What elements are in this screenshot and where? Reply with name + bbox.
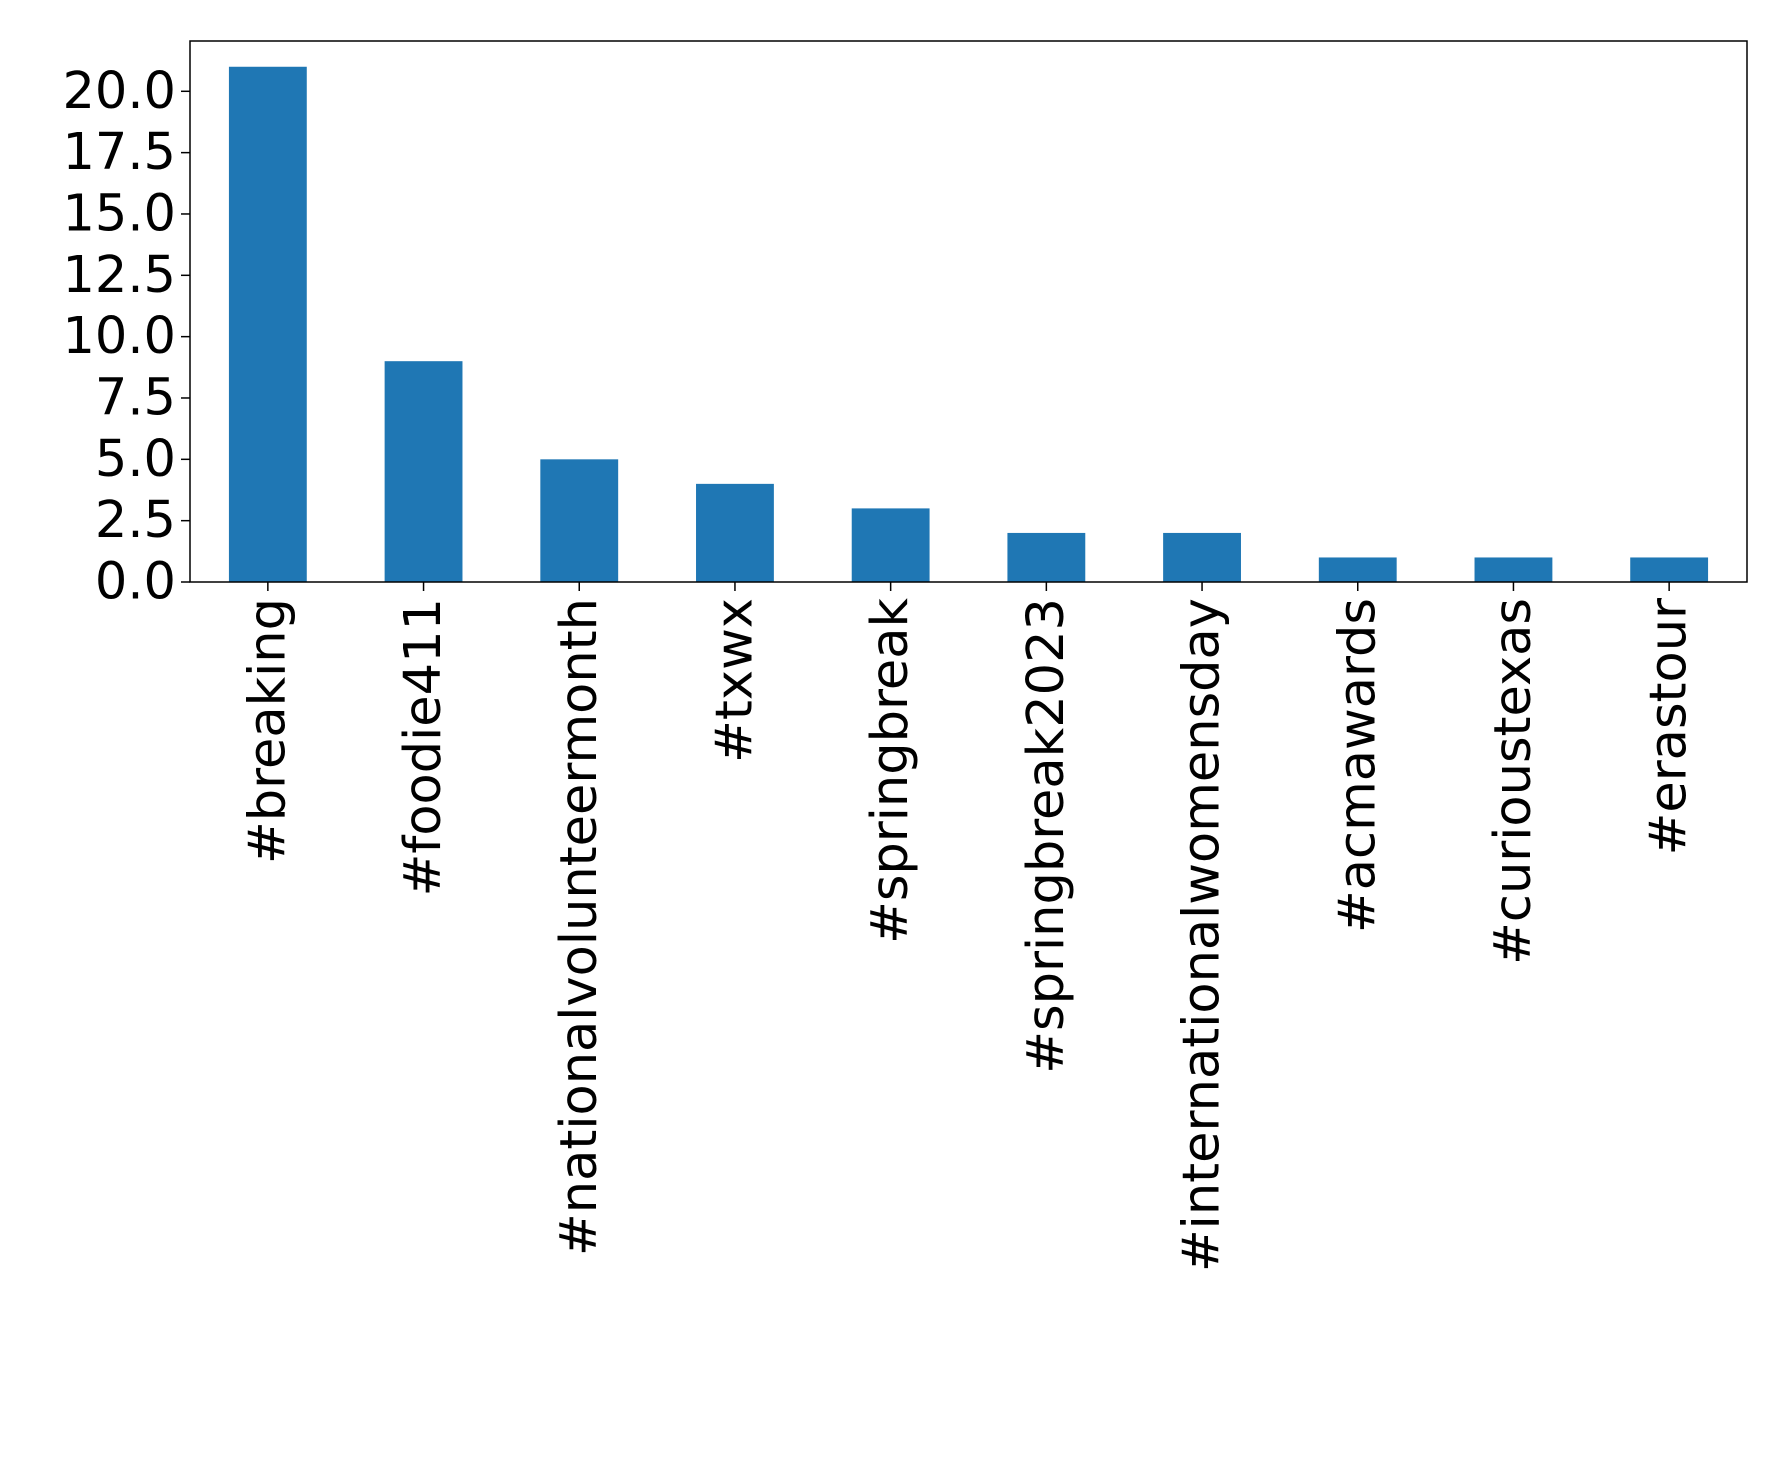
plot-frame <box>189 40 1748 583</box>
y-tick-label: 2.5 <box>95 491 176 550</box>
y-tick-label: 20.0 <box>62 62 176 121</box>
bar <box>228 66 307 582</box>
y-axis: 0.02.55.07.510.012.515.017.520.0 <box>62 62 190 612</box>
y-tick-label: 17.5 <box>62 123 176 182</box>
x-tick-label: #acmawards <box>1328 598 1387 933</box>
y-tick-label: 7.5 <box>95 368 176 427</box>
y-tick-label: 5.0 <box>95 430 176 489</box>
bar <box>540 459 619 582</box>
bar <box>1007 532 1086 582</box>
x-tick-label: #curioustexas <box>1484 598 1543 965</box>
x-tick-label: #nationalvolunteermonth <box>550 598 609 1256</box>
x-tick-label: #foodie411 <box>394 598 453 896</box>
x-tick-label: #txwx <box>705 598 764 763</box>
bar <box>384 361 463 582</box>
bar <box>851 508 930 582</box>
x-axis: #breaking #foodie411 #nationalvolunteermon… <box>238 582 1699 1272</box>
bar <box>696 483 774 582</box>
y-tick-label: 12.5 <box>62 246 176 305</box>
x-tick-label: #springbreak2023 <box>1017 598 1076 1074</box>
bars <box>228 66 1709 582</box>
bar <box>1630 557 1709 582</box>
bar <box>1474 557 1553 582</box>
bar <box>1163 532 1241 582</box>
y-tick-label: 0.0 <box>95 553 176 612</box>
y-tick-label: 10.0 <box>62 307 176 366</box>
x-tick-label: #erastour <box>1640 598 1699 855</box>
x-tick-label: #breaking <box>238 598 297 864</box>
bar <box>1318 557 1397 582</box>
x-tick-label: #springbreak <box>861 598 920 944</box>
x-tick-label: #internationalwomensday <box>1173 598 1232 1272</box>
y-tick-label: 15.0 <box>62 184 176 243</box>
